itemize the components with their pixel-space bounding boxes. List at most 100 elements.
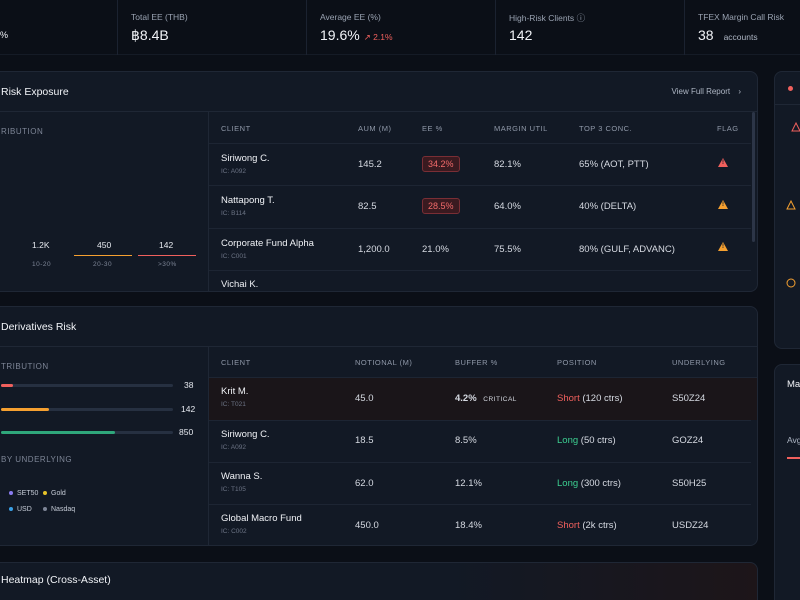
position-contracts: (50 ctrs) xyxy=(580,435,616,446)
legend-label: USD xyxy=(17,506,32,513)
panel-title: Derivatives Risk xyxy=(1,321,77,333)
panel-title: Ma xyxy=(787,379,800,390)
client-id: IC: T021 xyxy=(221,401,246,408)
aum-value: 1,200.0 xyxy=(358,244,390,255)
row-divider xyxy=(209,420,751,421)
legend-label: Gold xyxy=(51,490,66,497)
legend-dot xyxy=(43,507,47,512)
stat-total-ee-value: ฿8.4B xyxy=(131,27,169,43)
notional-value: 45.0 xyxy=(355,393,374,404)
stat-average-ee[interactable]: Average EE (%) 19.6% ↗ 2.1% xyxy=(307,0,496,55)
position-contracts: (2k ctrs) xyxy=(582,520,617,531)
underlying-value: S50H25 xyxy=(672,478,707,489)
stat-high-risk-value: 142 xyxy=(509,27,533,43)
client-name: Nattapong T. xyxy=(221,195,275,206)
position-value: Short (2k ctrs) xyxy=(557,520,617,531)
kpi-stats-bar: % Total EE (THB) ฿8.4B Average EE (%) 19… xyxy=(0,0,800,55)
aum-value: 145.2 xyxy=(358,159,382,170)
legend-dot xyxy=(9,491,13,496)
distribution-bar-fill xyxy=(1,408,50,411)
margin-panel: Ma Avg xyxy=(774,364,800,600)
histogram-bar xyxy=(74,255,132,256)
table-scrollbar[interactable] xyxy=(752,112,755,242)
warning-icon[interactable]: ! xyxy=(718,242,728,251)
derivatives-risk-panel: Derivatives Risk TRIBUTION 38 142 850 BY… xyxy=(0,306,758,546)
info-icon[interactable]: ⓘ xyxy=(576,13,586,23)
column-header[interactable]: MARGIN UTIL xyxy=(494,124,548,133)
column-header[interactable]: UNDERLYING xyxy=(672,358,726,367)
panel-title: Risk Exposure xyxy=(1,86,69,98)
column-header[interactable]: NOTIONAL (M) xyxy=(355,358,413,367)
distribution-bar-fill xyxy=(1,384,14,387)
distribution-bar-fill xyxy=(1,431,115,434)
stat-margin-call-label: TFEX Margin Call Risk xyxy=(698,12,784,22)
buffer-value: 4.2% CRITICAL xyxy=(455,393,517,404)
client-id: IC: B114 xyxy=(221,210,246,217)
warning-icon[interactable]: ! xyxy=(718,200,728,209)
client-id: IC: C001 xyxy=(221,253,247,260)
average-label: Avg xyxy=(787,435,800,445)
distribution-bar-track xyxy=(1,384,173,387)
panel-title: Heatmap (Cross-Asset) xyxy=(1,574,111,586)
column-header[interactable]: POSITION xyxy=(557,358,597,367)
ee-value: 21.0% xyxy=(422,244,449,255)
client-name: Siriwong C. xyxy=(221,153,270,164)
margin-util-value: 82.1% xyxy=(494,159,521,170)
notional-value: 18.5 xyxy=(355,435,374,446)
row-divider xyxy=(209,504,751,505)
column-header[interactable]: EE % xyxy=(422,124,443,133)
warning-icon[interactable]: ! xyxy=(718,158,728,167)
legend-item: Nasdaq xyxy=(43,506,75,513)
position-side: Long xyxy=(557,478,579,489)
underlying-value: GOZ24 xyxy=(672,435,704,446)
stat-total-ee[interactable]: Total EE (THB) ฿8.4B xyxy=(118,0,307,55)
histogram-value: 450 xyxy=(97,240,112,250)
stat-partial-value: % xyxy=(0,30,9,40)
column-header[interactable]: FLAG xyxy=(717,124,739,133)
buffer-value: 12.1% xyxy=(455,478,482,489)
column-header[interactable]: BUFFER % xyxy=(455,358,498,367)
legend-dot xyxy=(43,491,47,496)
margin-util-value: 64.0% xyxy=(494,201,521,212)
stat-margin-call-unit: accounts xyxy=(723,32,758,42)
divider xyxy=(0,111,757,112)
stat-high-risk[interactable]: High-Risk Clients ⓘ 142 xyxy=(496,0,685,55)
column-header[interactable]: TOP 3 CONC. xyxy=(579,124,633,133)
column-header[interactable]: CLIENT xyxy=(221,124,251,133)
column-header[interactable]: AUM (M) xyxy=(358,124,392,133)
by-underlying-label: BY UNDERLYING xyxy=(1,455,73,464)
distribution-bar-value: 38 xyxy=(184,380,194,390)
position-contracts: (120 ctrs) xyxy=(582,393,623,404)
position-side: Short xyxy=(557,393,580,404)
legend-item: SET50 xyxy=(9,490,38,497)
distribution-bar-track xyxy=(1,431,173,434)
critical-badge: CRITICAL xyxy=(483,396,517,403)
histogram-bar xyxy=(138,255,196,256)
view-full-report-label: View Full Report xyxy=(671,87,731,96)
ee-badge: 34.2% xyxy=(422,156,460,172)
stat-margin-call-value: 38 xyxy=(698,27,714,43)
stat-margin-call[interactable]: TFEX Margin Call Risk 38 accounts xyxy=(685,0,800,55)
column-header[interactable]: CLIENT xyxy=(221,358,251,367)
margin-util-value: 75.5% xyxy=(494,244,521,255)
aum-value: 82.5 xyxy=(358,201,377,212)
stat-average-ee-value: 19.6% xyxy=(320,27,360,43)
view-full-report-link[interactable]: View Full Report › xyxy=(672,87,741,96)
buffer-value: 18.4% xyxy=(455,520,482,531)
position-value: Long (300 ctrs) xyxy=(557,478,621,489)
histogram-value: 1.2K xyxy=(32,240,50,250)
row-divider xyxy=(209,185,751,186)
position-value: Long (50 ctrs) xyxy=(557,435,616,446)
alert-icon[interactable] xyxy=(786,197,796,215)
position-side: Short xyxy=(557,520,580,531)
top-concentration: 65% (AOT, PTT) xyxy=(579,159,649,170)
stat-partial: % xyxy=(0,0,118,55)
client-name: Vichai K. xyxy=(221,279,259,290)
distribution-bar-track xyxy=(1,408,173,411)
legend-item: Gold xyxy=(43,490,66,497)
divider xyxy=(775,104,800,105)
alerts-panel xyxy=(774,71,800,349)
legend-item: USD xyxy=(9,506,32,513)
alert-icon[interactable] xyxy=(786,275,796,293)
alert-icon[interactable] xyxy=(791,122,800,132)
